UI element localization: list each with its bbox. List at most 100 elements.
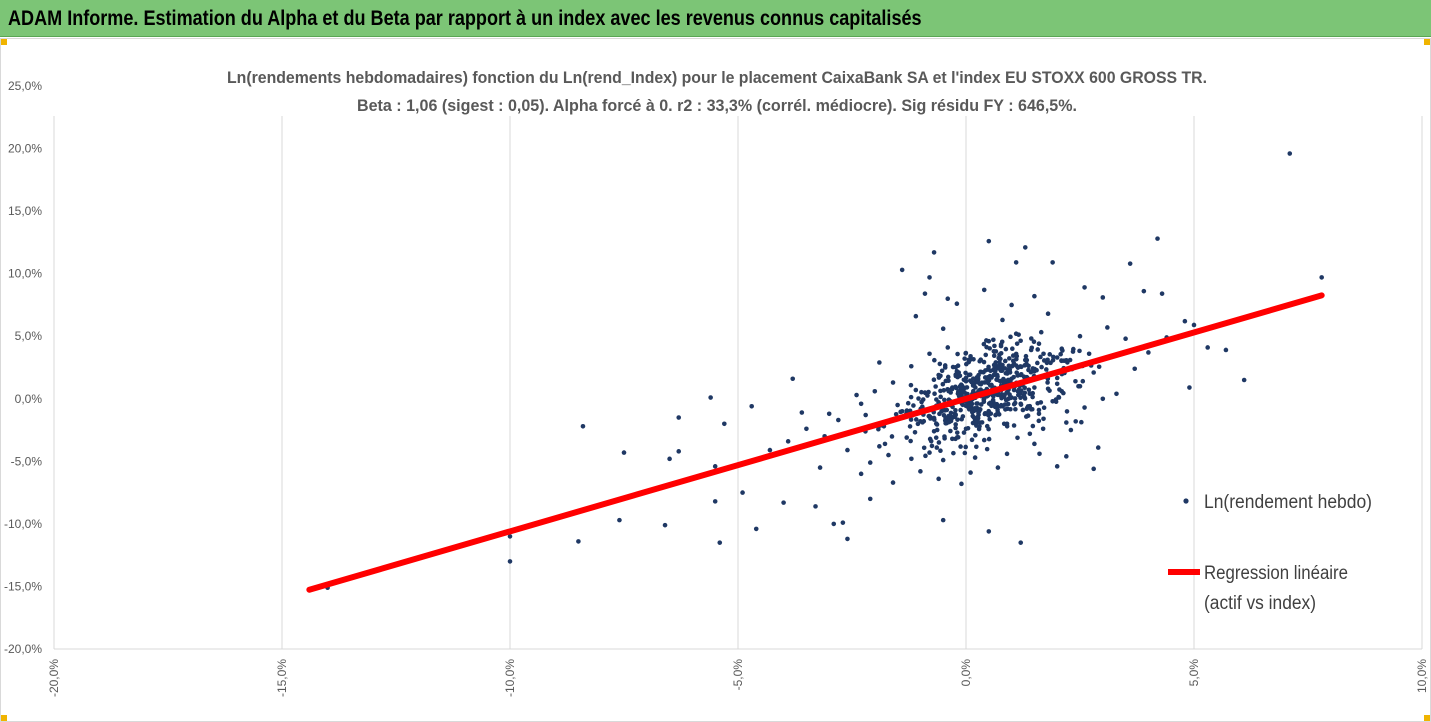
data-point — [1030, 390, 1036, 396]
data-point — [984, 344, 989, 350]
data-point — [940, 517, 946, 523]
data-point — [1030, 423, 1036, 429]
data-point — [767, 447, 773, 453]
data-point — [1018, 540, 1024, 545]
data-point — [1027, 431, 1033, 437]
data-point — [998, 350, 1004, 356]
data-point — [963, 370, 968, 376]
data-point — [999, 339, 1005, 345]
data-point — [1086, 351, 1092, 357]
y-tick-label: 0,0% — [15, 392, 43, 406]
data-point — [877, 444, 882, 449]
data-point — [831, 521, 837, 527]
data-point — [927, 351, 932, 357]
data-point — [1024, 406, 1030, 412]
data-point — [934, 427, 940, 433]
data-point — [1095, 445, 1101, 450]
data-point — [890, 380, 896, 385]
legend-label-regression: Regression linéaire — [1204, 563, 1348, 584]
data-point — [948, 410, 954, 416]
data-point — [1040, 426, 1046, 432]
data-point — [968, 470, 973, 475]
data-point — [895, 402, 900, 408]
data-point — [938, 448, 943, 454]
data-point — [988, 368, 993, 373]
corner-mark — [1, 715, 7, 721]
data-point — [986, 238, 992, 244]
data-point — [1064, 454, 1069, 459]
data-point — [1159, 291, 1165, 296]
data-point — [911, 403, 916, 408]
data-point — [507, 559, 513, 564]
data-point — [867, 460, 873, 465]
data-point — [989, 374, 994, 380]
data-point — [781, 500, 786, 505]
data-point — [954, 430, 960, 435]
data-point — [1011, 423, 1017, 428]
scatter-chart: Ln(rendements hebdomadaires) fonction du… — [4, 68, 1429, 697]
data-point — [1018, 402, 1024, 407]
data-point — [1319, 275, 1324, 280]
data-point — [926, 413, 932, 419]
data-point — [872, 388, 878, 394]
x-tick-label: -10,0% — [503, 659, 517, 697]
data-point — [984, 376, 990, 382]
data-point — [1036, 418, 1042, 424]
data-point — [1011, 401, 1017, 407]
data-point — [976, 426, 982, 432]
data-point — [927, 436, 933, 442]
x-tick-label: 5,0% — [1187, 659, 1201, 687]
data-point — [1006, 363, 1012, 369]
data-point — [978, 407, 983, 412]
data-point — [1091, 466, 1096, 472]
data-point — [953, 384, 958, 390]
data-point — [1014, 341, 1020, 346]
data-point — [1004, 451, 1010, 457]
data-point — [753, 526, 759, 532]
data-point — [1002, 358, 1008, 364]
data-point — [986, 529, 992, 534]
y-tick-label: 25,0% — [8, 79, 42, 93]
data-point — [1064, 420, 1069, 425]
data-point — [1016, 392, 1021, 398]
data-point — [957, 373, 963, 379]
data-point — [965, 425, 971, 431]
data-point — [939, 368, 945, 374]
chart-title-line2: Beta : 1,06 (sigest : 0,05). Alpha forcé… — [357, 96, 1077, 115]
data-points — [307, 151, 1324, 593]
data-point — [995, 374, 1000, 379]
data-point — [941, 388, 947, 393]
data-point — [877, 360, 882, 365]
data-point — [1045, 380, 1050, 385]
data-point — [933, 384, 938, 389]
data-point — [981, 359, 987, 365]
data-point — [921, 418, 927, 424]
data-point — [945, 345, 951, 350]
data-point — [950, 364, 956, 370]
data-point — [958, 444, 963, 449]
data-point — [986, 408, 991, 414]
y-tick-label: -10,0% — [4, 517, 42, 531]
data-point — [954, 301, 960, 306]
data-point — [1028, 347, 1034, 353]
data-point — [981, 437, 987, 443]
data-point — [986, 436, 992, 442]
data-point — [1011, 387, 1017, 393]
data-point — [991, 353, 997, 359]
data-point — [995, 465, 1001, 470]
data-point — [963, 444, 968, 450]
data-point — [913, 313, 919, 319]
y-tick-label: -20,0% — [4, 642, 42, 656]
data-point — [908, 438, 913, 444]
data-point — [962, 450, 968, 456]
data-point — [1191, 322, 1197, 328]
data-point — [1038, 329, 1044, 335]
data-point — [905, 400, 911, 406]
data-point — [977, 420, 982, 425]
data-point — [907, 424, 913, 429]
data-point — [1077, 333, 1083, 339]
data-point — [929, 443, 935, 449]
data-point — [927, 275, 932, 280]
corner-mark — [1, 39, 7, 45]
data-point — [961, 377, 967, 383]
